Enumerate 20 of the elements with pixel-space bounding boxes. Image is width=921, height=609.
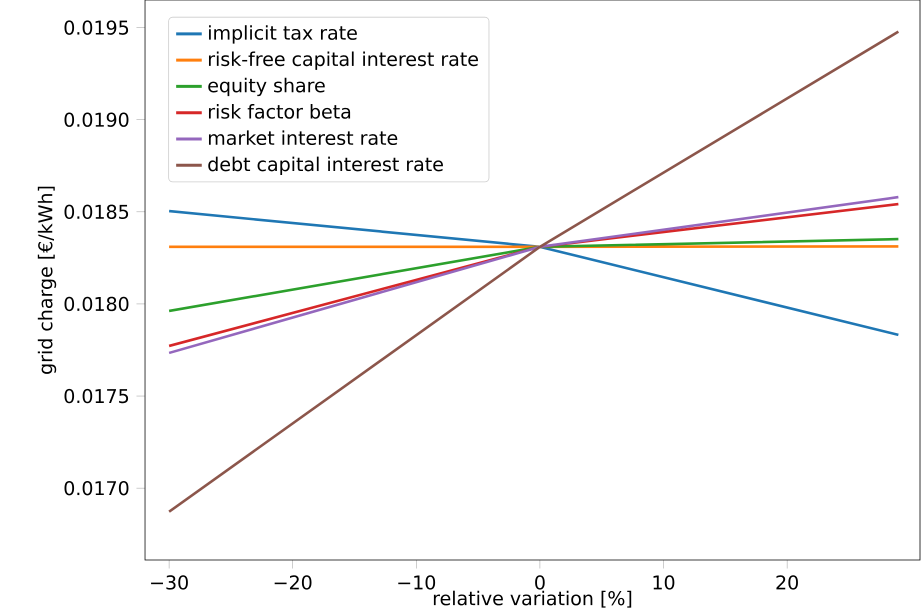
x-tick-label: −10 [398, 575, 436, 590]
x-tick-label: 10 [654, 575, 674, 590]
y-axis-title: grid charge [€/kWh] [38, 186, 56, 374]
x-axis-title: relative variation [%] [434, 590, 632, 608]
legend-label: market interest rate [208, 130, 398, 146]
y-tick-label: 0.0190 [64, 112, 128, 127]
x-tick-label: −30 [151, 575, 188, 590]
y-tick-label: 0.0170 [64, 480, 128, 496]
x-tick-label: 0 [535, 575, 545, 590]
x-tick-label: 20 [776, 575, 798, 590]
legend-label: equity share [208, 78, 325, 96]
legend-label: risk factor beta [208, 104, 350, 119]
legend-label: implicit tax rate [209, 25, 357, 44]
y-tick-label: 0.0195 [64, 20, 128, 35]
y-tick-label: 0.0185 [64, 204, 128, 220]
x-tick-label: −20 [274, 575, 312, 590]
legend-label: risk-free capital interest rate [208, 51, 478, 70]
y-tick-label: 0.0175 [64, 388, 128, 404]
y-tick-label: 0.0180 [64, 296, 128, 312]
legend-label: debt capital interest rate [208, 156, 443, 176]
